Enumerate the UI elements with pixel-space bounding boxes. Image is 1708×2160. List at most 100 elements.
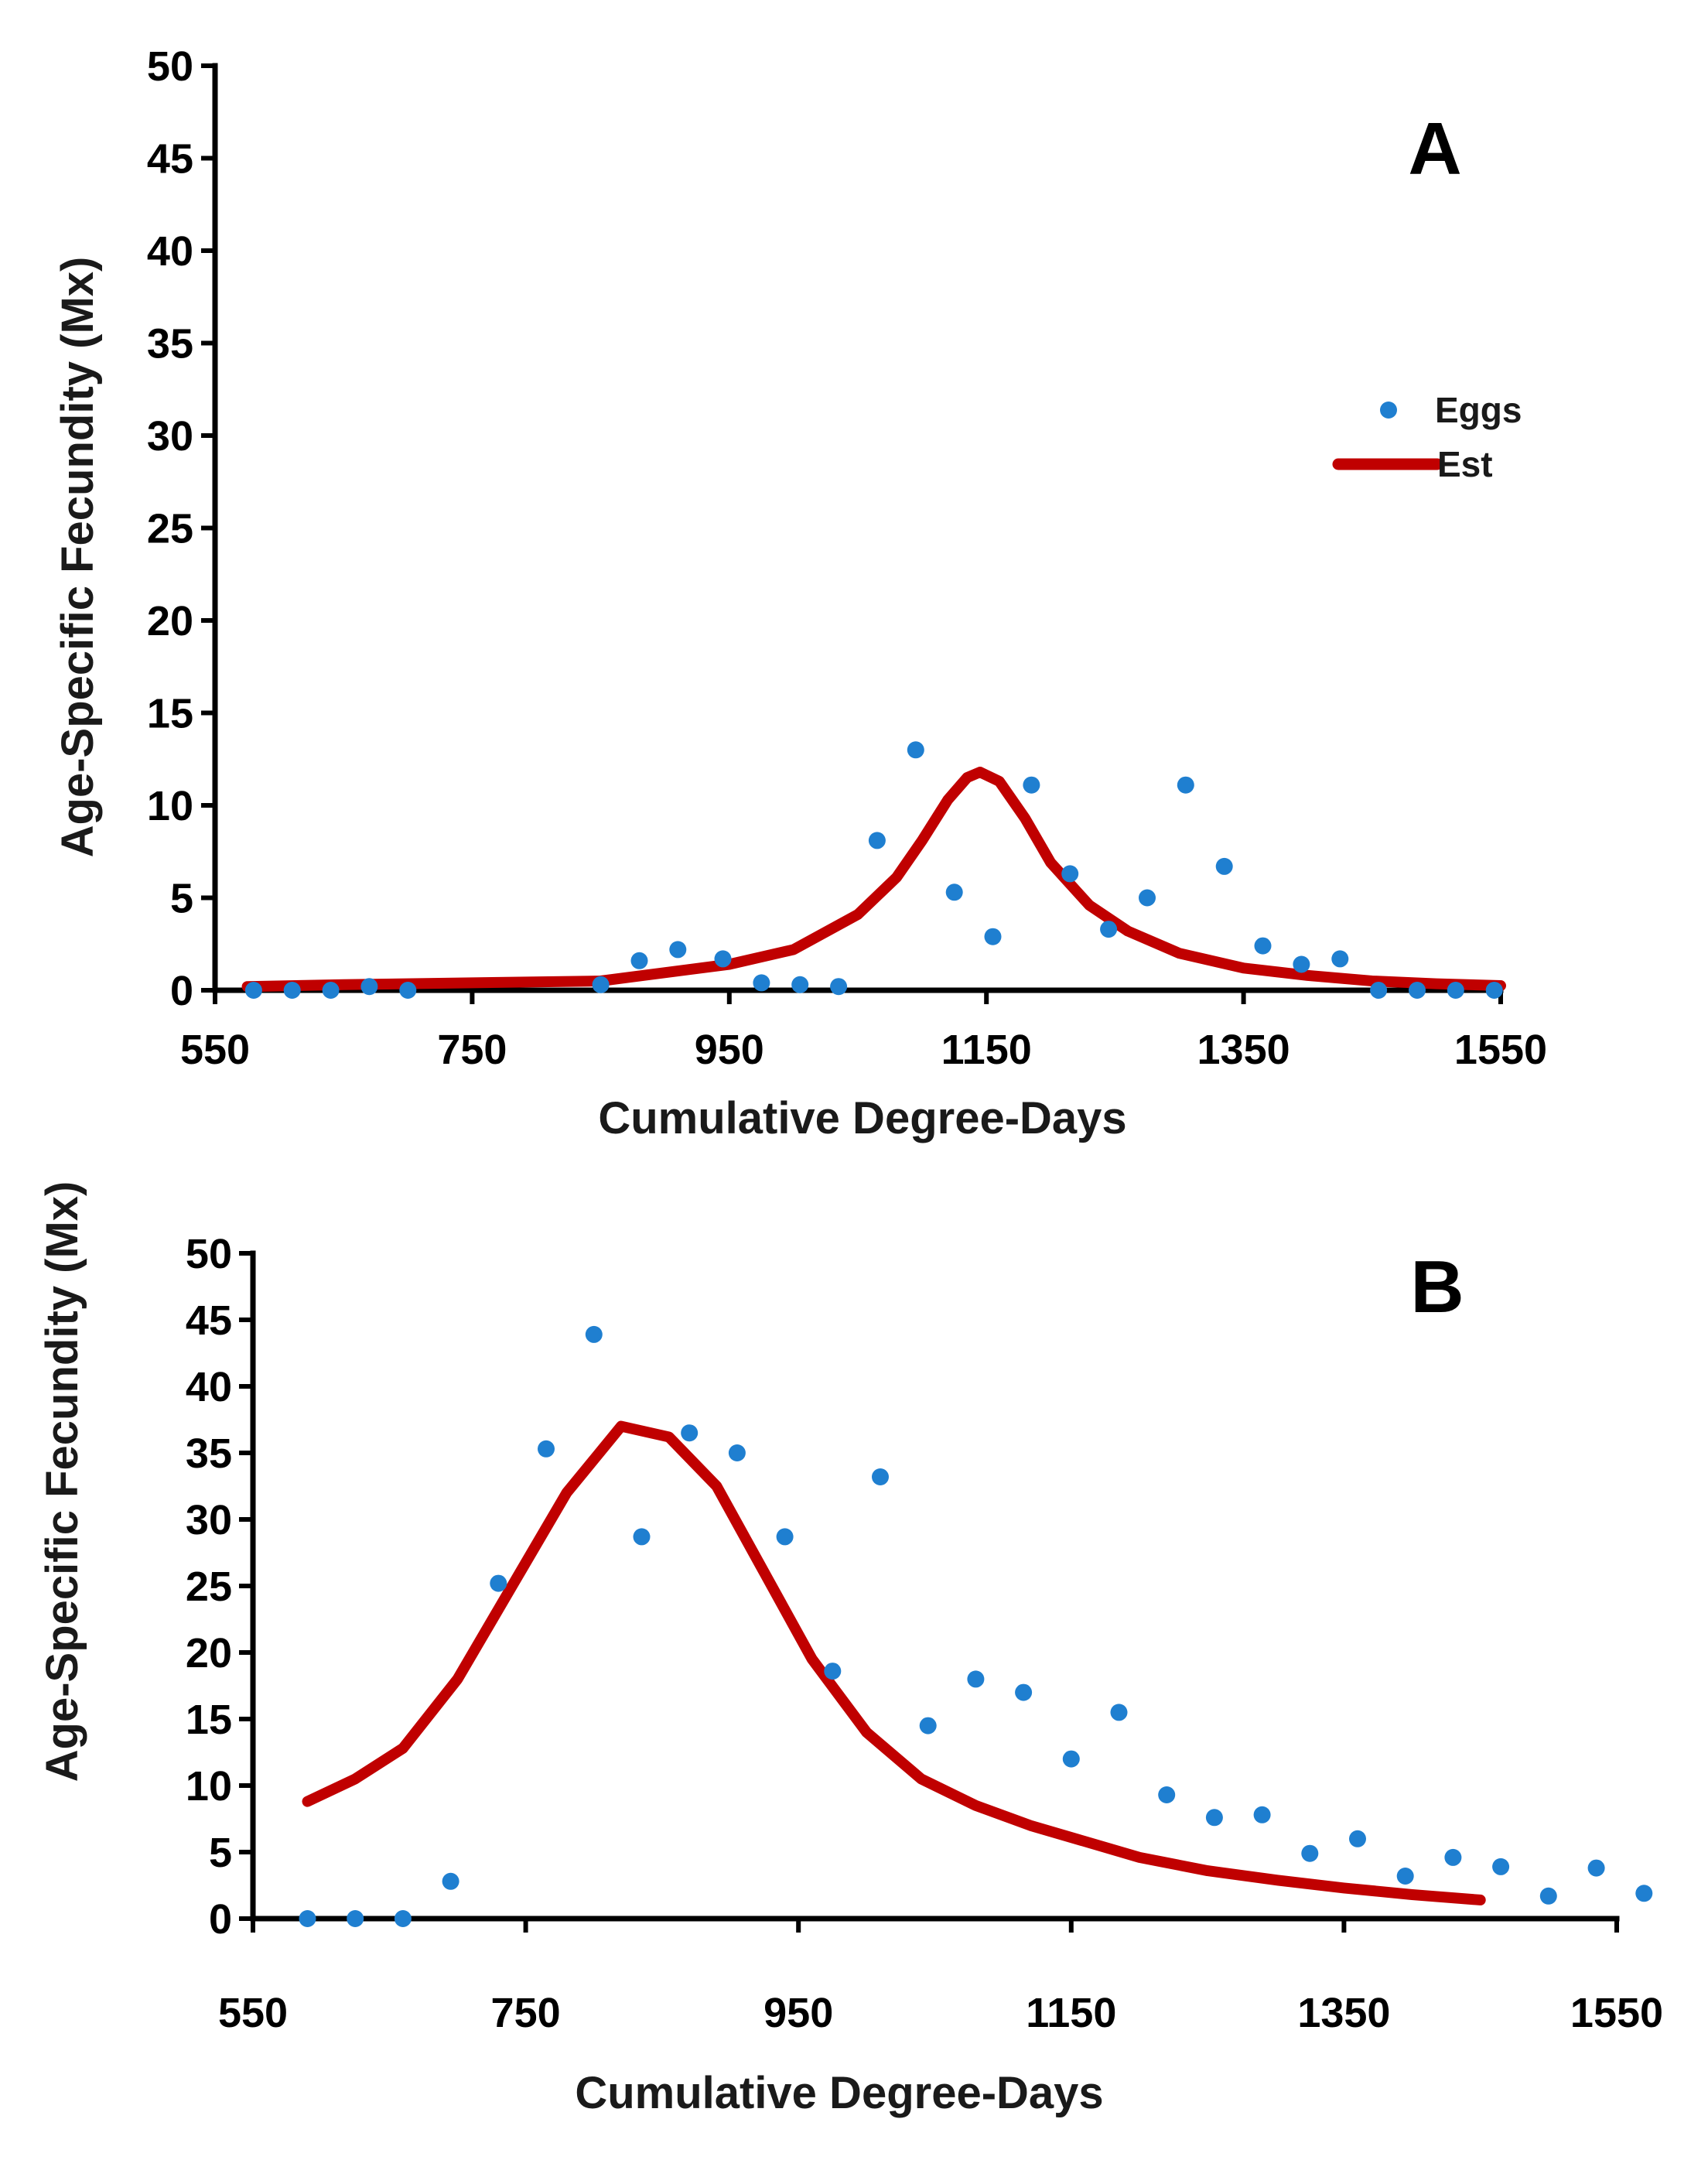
legend-eggs-label: Eggs (1435, 390, 1522, 430)
eggs-data-point (1100, 921, 1118, 938)
eggs-data-point (1301, 1844, 1319, 1862)
eggs-data-point (1015, 1683, 1033, 1701)
legend-eggs-marker (1380, 402, 1397, 419)
x-tick-label: 1550 (1570, 1990, 1663, 2036)
x-tick-label: 1350 (1297, 1990, 1390, 2036)
eggs-data-point (1587, 1859, 1605, 1877)
y-tick-label: 0 (209, 1896, 232, 1943)
eggs-data-point (1139, 889, 1156, 907)
y-tick-label: 15 (147, 691, 193, 737)
eggs-data-point (585, 1325, 603, 1343)
legend: Eggs Est (1332, 390, 1522, 484)
eggs-data-point (1492, 1858, 1510, 1875)
y-tick-label: 45 (186, 1297, 232, 1344)
eggs-data-point (283, 982, 301, 999)
y-tick-label: 20 (147, 598, 193, 644)
eggs-data-point (1331, 950, 1349, 968)
eggs-data-point (907, 741, 924, 759)
x-tick-label: 550 (218, 1990, 288, 2036)
eggs-data-point (1396, 1868, 1414, 1885)
x-tick-label: 1550 (1454, 1027, 1547, 1073)
x-tick-label: 1350 (1197, 1027, 1290, 1073)
y-tick-label: 0 (170, 968, 193, 1014)
eggs-data-point (244, 982, 262, 999)
eggs-data-point (1635, 1885, 1653, 1902)
eggs-data-point (1110, 1704, 1128, 1721)
y-tick-label: 40 (186, 1364, 232, 1410)
panel-label: A (1408, 108, 1461, 190)
eggs-data-point (791, 976, 809, 993)
eggs-data-point (1158, 1786, 1176, 1803)
x-axis-title: Cumulative Degree-Days (575, 2068, 1103, 2118)
x-axis-title: Cumulative Degree-Days (598, 1093, 1126, 1143)
x-tick-label: 950 (695, 1027, 764, 1073)
eggs-data-point (1539, 1887, 1557, 1905)
x-tick-label: 550 (180, 1027, 250, 1073)
eggs-data-point (347, 1910, 364, 1927)
eggs-data-point (490, 1574, 507, 1592)
y-tick-label: 15 (186, 1697, 232, 1743)
y-tick-label: 50 (186, 1231, 232, 1277)
y-tick-label: 40 (147, 228, 193, 275)
eggs-data-point (1447, 982, 1464, 999)
y-tick-label: 10 (186, 1763, 232, 1810)
eggs-data-point (868, 832, 886, 849)
eggs-data-point (945, 883, 963, 901)
y-tick-label: 45 (147, 136, 193, 183)
x-tick-label: 950 (763, 1990, 833, 2036)
eggs-data-point (538, 1440, 555, 1458)
eggs-data-point (1061, 865, 1079, 883)
eggs-data-point (1205, 1809, 1223, 1827)
eggs-data-point (824, 1663, 842, 1680)
eggs-data-point (322, 982, 340, 999)
x-tick-label: 1150 (941, 1027, 1032, 1073)
x-tick-label: 1150 (1026, 1990, 1116, 2036)
x-tick-label: 750 (491, 1990, 561, 2036)
eggs-data-point (1177, 776, 1194, 794)
y-tick-label: 35 (147, 321, 193, 367)
legend-est-label: Est (1437, 444, 1493, 484)
eggs-data-point (299, 1910, 316, 1927)
panel-label: B (1410, 1246, 1464, 1328)
eggs-data-point (967, 1670, 985, 1688)
eggs-data-point (1062, 1750, 1080, 1768)
eggs-data-point (728, 1444, 746, 1461)
y-tick-label: 35 (186, 1430, 232, 1477)
chart-panel-b: B Cumulative Degree-Days Age-Specific Fe… (37, 1181, 1663, 2118)
eggs-data-point (592, 976, 610, 993)
eggs-data-point (669, 941, 687, 959)
eggs-data-point (830, 978, 848, 996)
eggs-data-point (714, 950, 732, 968)
y-tick-label: 10 (147, 783, 193, 829)
y-tick-label: 50 (147, 43, 193, 90)
eggs-data-point (681, 1424, 699, 1442)
series-est-line (241, 767, 1506, 993)
eggs-data-point (919, 1717, 937, 1734)
eggs-data-point (360, 978, 378, 996)
eggs-data-point (1370, 982, 1388, 999)
eggs-data-point (753, 974, 770, 992)
eggs-data-point (1254, 937, 1272, 955)
eggs-data-point (872, 1468, 889, 1485)
x-tick-label: 750 (437, 1027, 507, 1073)
eggs-data-point (399, 982, 417, 999)
eggs-data-point (442, 1872, 459, 1890)
y-tick-label: 25 (186, 1564, 232, 1610)
eggs-data-point (630, 952, 648, 969)
y-axis-title: Age-Specific Fecundity (Mx) (53, 257, 103, 858)
eggs-data-point (984, 928, 1002, 945)
eggs-data-point (1485, 982, 1503, 999)
series-est-line (302, 1420, 1486, 1905)
eggs-data-point (1023, 776, 1040, 794)
y-tick-label: 25 (147, 506, 193, 552)
y-tick-label: 20 (186, 1630, 232, 1676)
eggs-data-point (394, 1910, 412, 1927)
eggs-data-point (1293, 955, 1310, 973)
chart-panel-a: A Cumulative Degree-Days Age-Specific Fe… (53, 43, 1547, 1143)
eggs-data-point (1215, 857, 1233, 875)
y-axis-title: Age-Specific Fecundity (Mx) (37, 1181, 87, 1782)
eggs-data-point (1444, 1848, 1462, 1866)
eggs-data-point (1409, 982, 1426, 999)
eggs-data-point (1253, 1806, 1271, 1823)
